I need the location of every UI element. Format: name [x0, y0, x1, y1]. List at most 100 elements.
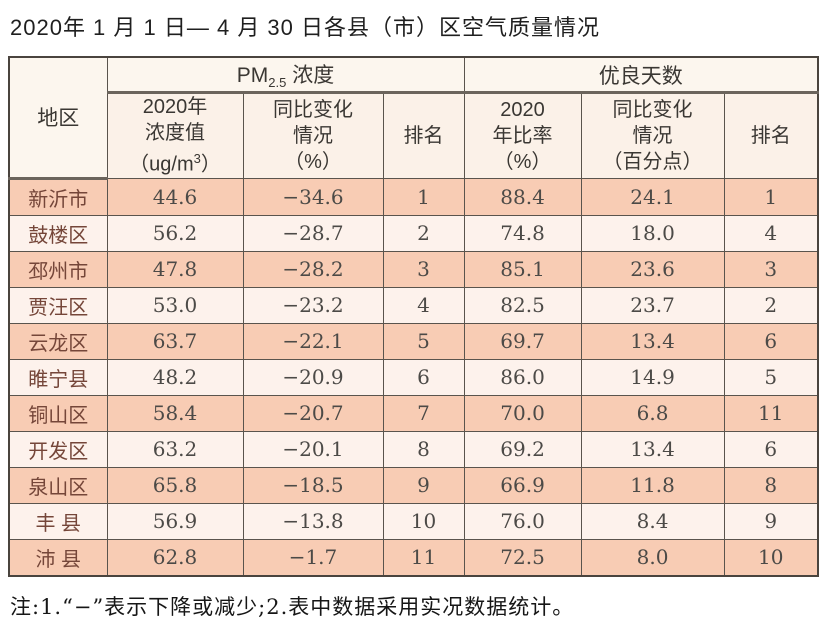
cell-good-change: 18.0 [580, 214, 725, 252]
header-good-rate-line2: 年比率 [492, 124, 553, 147]
cell-pm-change: −34.6 [242, 177, 384, 216]
cell-pm-change: −20.1 [242, 430, 384, 468]
header-good-change: 同比变化 情况 （百分点） [580, 92, 725, 179]
cell-region: 睢宁县 [8, 358, 108, 396]
cell-pm-value: 47.8 [106, 250, 244, 288]
cell-good-rank: 5 [723, 358, 819, 396]
cell-good-rank: 4 [723, 214, 819, 252]
header-good-change-line2: 情况 [632, 124, 673, 147]
header-pm-change-line1: 同比变化 [273, 98, 353, 121]
cell-good-rate: 69.2 [463, 430, 582, 468]
cell-good-change: 6.8 [580, 394, 725, 432]
cell-pm-change: −18.5 [242, 466, 384, 504]
header-good-change-line3: （百分点） [602, 150, 703, 173]
table-row: 邳州市 47.8 −28.2 3 85.1 23.6 3 [8, 250, 819, 288]
cell-good-change: 8.0 [580, 538, 725, 577]
cell-pm-change: −13.8 [242, 502, 384, 540]
cell-pm-change: −20.9 [242, 358, 384, 396]
footnote: 注:1.“−”表示下降或减少;2.表中数据采用实况数据统计。 [10, 594, 575, 619]
cell-good-rate: 74.8 [463, 214, 582, 252]
cell-region: 丰 县 [8, 502, 108, 540]
cell-good-rate: 72.5 [463, 538, 582, 577]
cell-pm-rank: 5 [382, 322, 465, 360]
cell-pm-value: 63.7 [106, 322, 244, 360]
header-pm-change-line3: （%） [284, 150, 342, 173]
table-row: 云龙区 63.7 −22.1 5 69.7 13.4 6 [8, 322, 819, 360]
cell-pm-value: 56.9 [106, 502, 244, 540]
table-row: 沛 县 62.8 −1.7 11 72.5 8.0 10 [8, 538, 819, 577]
cell-pm-value: 63.2 [106, 430, 244, 468]
cell-pm-rank: 4 [382, 286, 465, 324]
header-pm-value-unit: （ug/m3） [129, 151, 221, 176]
cell-good-rate: 70.0 [463, 394, 582, 432]
cell-pm-rank: 3 [382, 250, 465, 288]
cell-pm-change: −1.7 [242, 538, 384, 577]
cell-pm-value: 58.4 [106, 394, 244, 432]
cell-region: 沛 县 [8, 538, 108, 577]
table-row: 铜山区 58.4 −20.7 7 70.0 6.8 11 [8, 394, 819, 432]
header-pm-value-line1: 2020年 [142, 96, 208, 118]
header-group-row: 地区 PM2.5 浓度 优良天数 [8, 56, 819, 180]
table-row: 新沂市 44.6 −34.6 1 88.4 24.1 1 [8, 177, 819, 216]
cell-pm-value: 53.0 [106, 286, 244, 324]
air-quality-table: 地区 PM2.5 浓度 优良天数 2020年 浓度值 （ug/m3） 同比变化 … [8, 56, 820, 577]
cell-good-change: 24.1 [580, 177, 725, 216]
cell-pm-value: 56.2 [106, 214, 244, 252]
cell-good-rate: 86.0 [463, 358, 582, 396]
cell-good-rank: 1 [723, 177, 819, 216]
table-row: 贾汪区 53.0 −23.2 4 82.5 23.7 2 [8, 286, 819, 324]
header-good-rate-line3: （%） [493, 150, 552, 173]
cell-pm-change: −23.2 [242, 286, 384, 324]
header-pm-change: 同比变化 情况 （%） [242, 92, 384, 179]
cell-pm-rank: 1 [382, 177, 465, 216]
cell-pm-rank: 6 [382, 358, 465, 396]
cell-region: 泉山区 [8, 466, 108, 504]
table-row: 泉山区 65.8 −18.5 9 66.9 11.8 8 [8, 466, 819, 504]
header-pm-change-line2: 情况 [293, 124, 333, 147]
cell-region: 新沂市 [8, 177, 108, 216]
cell-pm-value: 48.2 [106, 358, 244, 396]
cell-good-rank: 6 [723, 322, 819, 360]
header-pm-value: 2020年 浓度值 （ug/m3） [106, 92, 244, 179]
page-title: 2020年 1 月 1 日— 4 月 30 日各县（市）区空气质量情况 [10, 15, 601, 40]
cell-pm-value: 62.8 [106, 538, 244, 577]
table-row: 丰 县 56.9 −13.8 10 76.0 8.4 9 [8, 502, 819, 540]
cell-good-rank: 6 [723, 430, 819, 468]
cell-pm-change: −28.7 [242, 214, 384, 252]
cell-good-change: 11.8 [580, 466, 725, 504]
cell-good-change: 13.4 [580, 430, 725, 468]
cell-good-change: 8.4 [580, 502, 725, 540]
cell-pm-rank: 10 [382, 502, 465, 540]
cell-good-rate: 76.0 [463, 502, 582, 540]
cell-good-change: 14.9 [580, 358, 725, 396]
cell-good-change: 23.7 [580, 286, 725, 324]
cell-pm-rank: 11 [382, 538, 465, 577]
cell-region: 开发区 [8, 430, 108, 468]
header-good-days-group: 优良天数 [463, 56, 819, 94]
cell-good-change: 23.6 [580, 250, 725, 288]
cell-pm-value: 44.6 [106, 177, 244, 216]
table-body: 新沂市 44.6 −34.6 1 88.4 24.1 1 鼓楼区 56.2 −2… [8, 177, 819, 577]
header-pm-rank: 排名 [382, 92, 465, 179]
cell-good-rate: 82.5 [463, 286, 582, 324]
table-row: 睢宁县 48.2 −20.9 6 86.0 14.9 5 [8, 358, 819, 396]
header-pm-value-line2: 浓度值 [145, 122, 205, 144]
cell-pm-rank: 9 [382, 466, 465, 504]
cell-region: 贾汪区 [8, 286, 108, 324]
table-row: 开发区 63.2 −20.1 8 69.2 13.4 6 [8, 430, 819, 468]
cell-region: 邳州市 [8, 250, 108, 288]
pm-subscript: 2.5 [268, 75, 287, 91]
cell-pm-value: 65.8 [106, 466, 244, 504]
pm-suffix: 浓度 [286, 63, 335, 87]
cell-region: 鼓楼区 [8, 214, 108, 252]
cell-pm-change: −22.1 [242, 322, 384, 360]
cell-pm-rank: 8 [382, 430, 465, 468]
cell-pm-rank: 2 [382, 214, 465, 252]
cell-good-rate: 66.9 [463, 466, 582, 504]
header-pm25-group: PM2.5 浓度 [106, 56, 465, 94]
table-row: 鼓楼区 56.2 −28.7 2 74.8 18.0 4 [8, 214, 819, 252]
cell-pm-rank: 7 [382, 394, 465, 432]
header-good-rate-line1: 2020 [500, 98, 545, 121]
cell-region: 云龙区 [8, 322, 108, 360]
